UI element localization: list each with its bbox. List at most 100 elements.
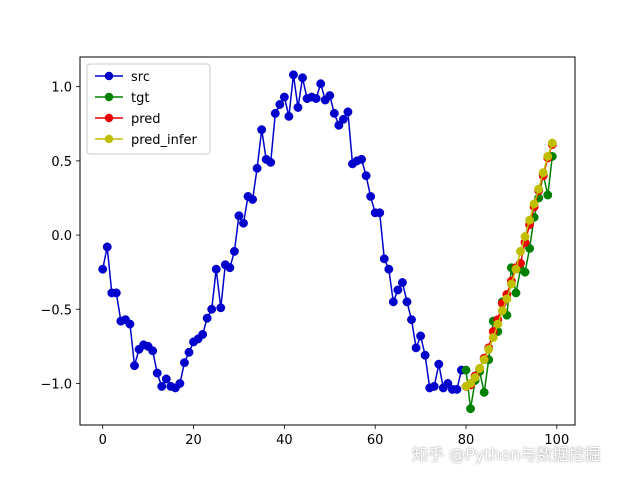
data-point-src (316, 79, 326, 89)
data-point-src (325, 91, 335, 101)
data-point-src (393, 285, 403, 295)
data-point-src (443, 379, 453, 388)
data-point-src (179, 358, 189, 368)
x-tick-label: 0 (99, 433, 107, 448)
y-tick-label: −0.5 (40, 303, 72, 318)
data-point-pred_infer (547, 138, 557, 148)
legend-box (86, 63, 211, 155)
data-point-src (416, 331, 426, 341)
data-point-src (402, 297, 412, 307)
legend: src tgt pred pred_infer (86, 63, 211, 155)
data-point-tgt (466, 404, 476, 414)
x-tick-label: 80 (458, 433, 475, 448)
data-point-pred_infer (497, 306, 507, 316)
data-point-src (229, 246, 239, 256)
data-point-pred_infer (538, 168, 548, 178)
x-tick-label: 40 (276, 433, 293, 448)
data-point-src (452, 384, 462, 394)
data-point-pred_infer (484, 344, 494, 354)
legend-label-tgt: tgt (131, 91, 149, 106)
data-point-src (284, 111, 294, 121)
data-point-src (152, 368, 162, 378)
data-point-src (384, 264, 394, 274)
data-point-src (125, 319, 135, 329)
data-point-src (388, 297, 398, 307)
axes: 0 20 40 60 80 100 −1.0 −0.5 0.0 0.5 1.0 (40, 56, 576, 448)
data-point-src (266, 157, 276, 167)
x-tick-label: 60 (367, 433, 384, 448)
data-point-pred_infer (466, 379, 476, 388)
data-point-pred_infer (506, 279, 516, 289)
x-tick-label: 100 (544, 433, 569, 448)
legend-marker-pred (104, 113, 114, 123)
data-point-pred_infer (470, 373, 480, 382)
data-point-src (270, 108, 280, 118)
data-point-pred_infer (534, 184, 544, 194)
data-point-src (379, 254, 389, 264)
data-point-src (198, 330, 208, 339)
data-point-src (202, 313, 212, 323)
data-point-src (111, 288, 121, 298)
legend-label-src: src (131, 70, 150, 85)
legend-marker-tgt (104, 92, 114, 102)
data-point-src (311, 94, 321, 103)
data-point-src (175, 379, 185, 388)
data-point-src (361, 171, 371, 181)
series-src (98, 70, 466, 394)
watermark-text: 知乎 @Python与数据挖掘 (412, 445, 601, 464)
data-point-src (334, 120, 344, 130)
data-point-src (298, 73, 307, 83)
data-point-src (420, 350, 430, 360)
legend-label-pred_infer: pred_infer (131, 133, 197, 148)
data-point-src (252, 163, 262, 173)
y-tick-label: 1.0 (51, 81, 72, 96)
data-point-src (397, 278, 407, 287)
data-point-pred_infer (475, 364, 485, 374)
plot-area (98, 70, 557, 414)
y-tick-label: 0.0 (51, 229, 72, 244)
data-point-src (239, 218, 248, 228)
data-point-src (211, 264, 221, 274)
data-point-pred_infer (493, 319, 503, 329)
data-point-src (257, 125, 267, 135)
data-point-tgt (461, 365, 471, 375)
data-point-src (279, 92, 289, 102)
data-point-tgt (525, 243, 535, 253)
data-point-src (148, 346, 158, 356)
legend-marker-pred_infer (104, 134, 114, 144)
data-point-tgt (511, 288, 521, 298)
data-point-src (329, 108, 339, 118)
data-point-src (366, 192, 376, 201)
data-point-src (234, 211, 244, 221)
data-point-pred_infer (511, 264, 521, 274)
data-point-src (98, 264, 108, 274)
data-point-src (293, 103, 303, 112)
data-point-src (216, 303, 226, 313)
y-tick-label: 0.5 (51, 155, 72, 170)
data-point-src (343, 107, 353, 117)
data-point-src (407, 315, 416, 325)
data-point-src (338, 114, 348, 124)
data-point-src (411, 343, 421, 353)
data-point-src (102, 242, 112, 252)
data-point-src (161, 374, 171, 384)
data-point-pred_infer (488, 333, 498, 342)
data-point-tgt (520, 267, 530, 277)
axes-frame (79, 56, 576, 426)
data-point-pred_infer (502, 294, 512, 304)
data-point-src (207, 304, 217, 314)
data-point-src (288, 70, 298, 80)
data-point-pred_infer (543, 151, 553, 161)
data-point-src (357, 154, 367, 164)
data-point-pred_infer (520, 232, 530, 241)
data-point-pred_infer (529, 199, 539, 209)
legend-label-pred: pred (131, 112, 161, 127)
data-point-src (434, 359, 444, 369)
y-tick-label: −1.0 (40, 377, 72, 392)
data-point-pred_infer (479, 355, 489, 365)
data-point-src (157, 381, 167, 391)
data-point-src (225, 263, 235, 273)
data-point-src (184, 347, 194, 357)
data-point-tgt (479, 387, 489, 397)
